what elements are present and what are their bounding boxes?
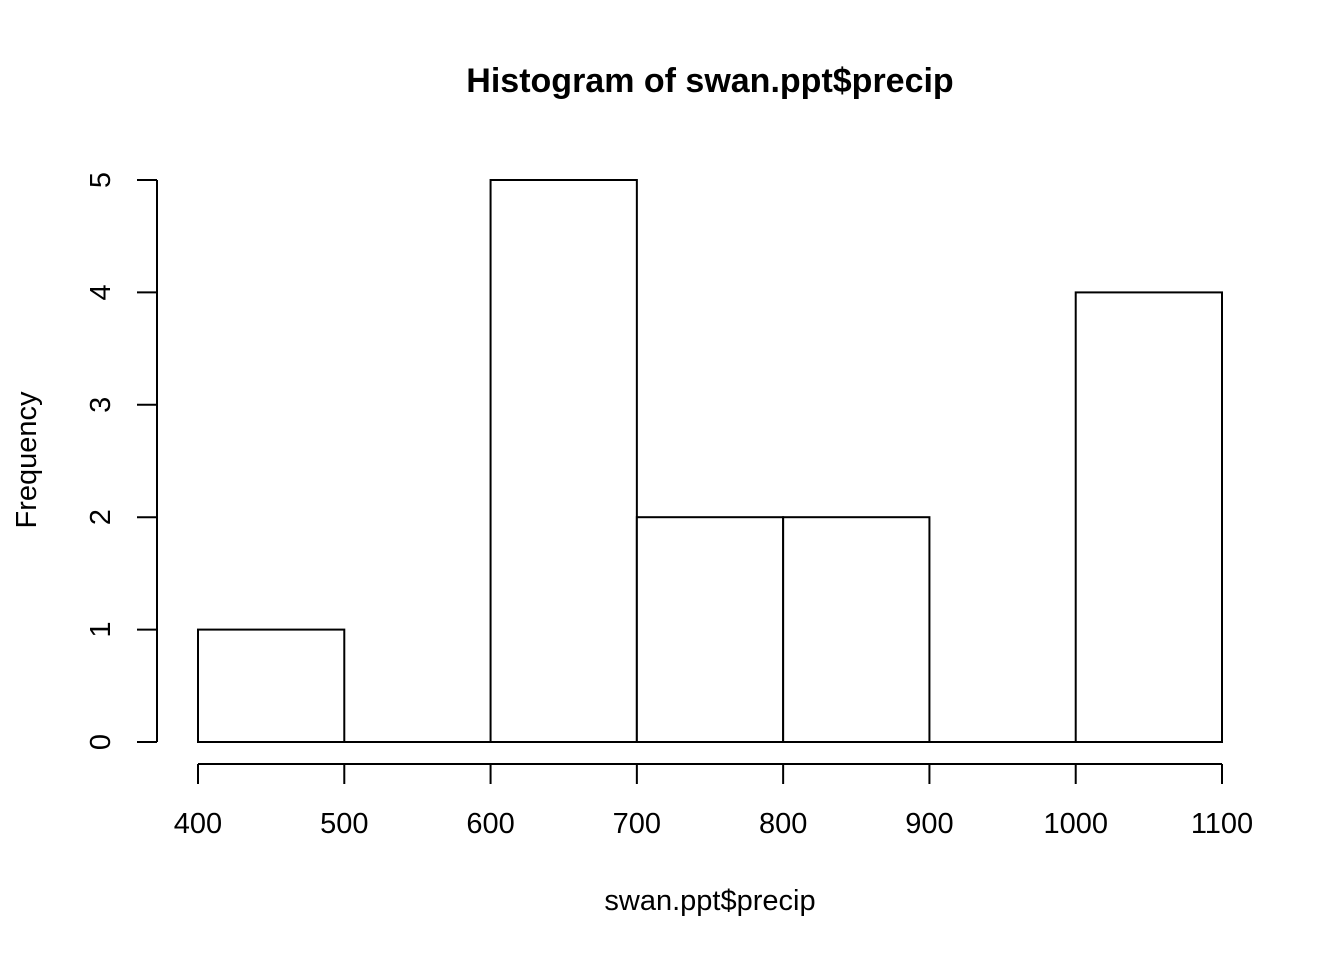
bars-group [197,179,1223,744]
histogram-bar [1074,291,1223,743]
histogram-bar [635,516,785,744]
chart-title: Histogram of swan.ppt$precip [466,62,953,100]
y-tick-label: 5 [85,172,117,188]
x-tick-label: 800 [759,808,807,840]
y-tick-label: 0 [85,734,117,750]
y-axis: 0 1 2 3 4 5 [85,172,158,750]
histogram-bar [782,516,931,744]
x-tick-label: 1100 [1191,808,1253,840]
y-tick-label: 4 [85,284,117,300]
y-axis-label: Frequency [11,391,43,529]
x-tick-label: 500 [320,808,368,840]
x-tick-label: 700 [613,808,661,840]
x-axis: 400 500 600 700 800 900 1000 1100 [174,763,1253,840]
y-tick-label: 1 [85,622,117,638]
histogram-bar [197,628,346,743]
y-tick-label: 2 [85,509,117,525]
y-tick-label: 3 [85,397,117,413]
x-tick-label: 900 [905,808,953,840]
x-axis-label: swan.ppt$precip [604,885,815,917]
x-tick-label: 400 [174,808,222,840]
x-tick-label: 1000 [1043,808,1108,840]
x-tick-label: 600 [466,808,514,840]
histogram-bar [489,179,638,743]
